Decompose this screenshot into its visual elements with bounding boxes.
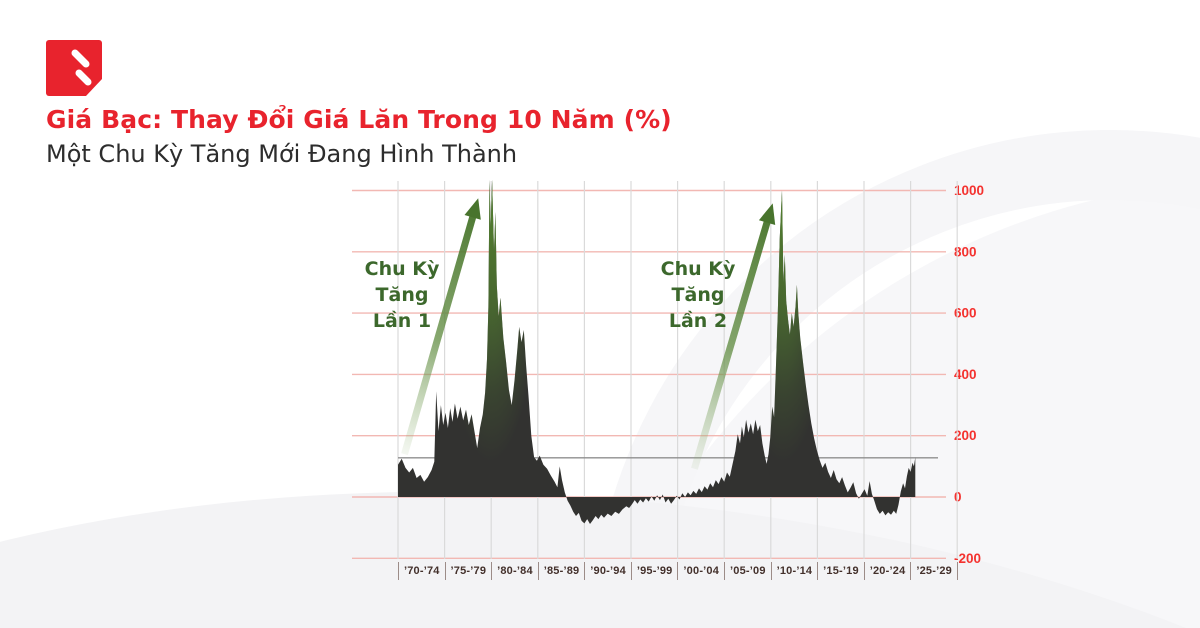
- y-axis-label: 800: [954, 244, 977, 259]
- annotation-cycle-1: Chu Kỳ Tăng Lần 1: [336, 256, 468, 335]
- x-axis-label: ’75-’79: [444, 562, 492, 580]
- y-axis-label: -200: [954, 551, 981, 566]
- x-axis-label: ’20-’24: [863, 562, 911, 580]
- annotation-line: Lần 2: [668, 310, 728, 333]
- x-axis-label: ’25-’29: [910, 562, 958, 580]
- annotation-line: Chu Kỳ: [364, 258, 440, 280]
- arrow-up-right-icon: [46, 40, 102, 96]
- y-axis-label: 400: [954, 367, 977, 382]
- page-subtitle: Một Chu Kỳ Tăng Mới Đang Hình Thành: [46, 140, 518, 168]
- x-gridlines: [397, 181, 958, 559]
- x-axis-label: ’70-’74: [398, 562, 445, 580]
- cycle-arrow: [691, 215, 773, 470]
- annotation-line: Lần 1: [372, 310, 432, 333]
- x-axis-label: ’85-’89: [537, 562, 585, 580]
- x-axis-label: ’15-’19: [817, 562, 864, 580]
- x-axis: ’70-’74’75-’79’80-’84’85-’89’90-’94’95-’…: [398, 562, 958, 580]
- area-series: [398, 179, 916, 525]
- cycle-arrowhead: [464, 198, 481, 220]
- page-title: Giá Bạc: Thay Đổi Giá Lăn Trong 10 Năm (…: [46, 105, 672, 134]
- cycle-arrow: [401, 210, 478, 456]
- annotation-cycle-2: Chu Kỳ Tăng Lần 2: [632, 256, 764, 335]
- y-axis-label: 1000: [954, 183, 984, 198]
- x-axis-label: ’05-’09: [724, 562, 771, 580]
- x-axis-label: ’90-’94: [584, 562, 631, 580]
- cycle-arrowhead: [758, 203, 776, 225]
- annotation-line: Tăng: [671, 284, 725, 307]
- annotation-line: Chu Kỳ: [660, 258, 736, 280]
- x-axis-label: ’10-’14: [770, 562, 818, 580]
- x-axis-label: ’00-’04: [677, 562, 724, 580]
- y-axis-label: 600: [954, 306, 977, 321]
- y-axis-label: 200: [954, 428, 977, 443]
- x-axis-label: ’80-’84: [491, 562, 538, 580]
- x-axis-label: ’95-’99: [630, 562, 678, 580]
- annotation-line: Tăng: [375, 284, 429, 307]
- brand-logo: [46, 40, 102, 96]
